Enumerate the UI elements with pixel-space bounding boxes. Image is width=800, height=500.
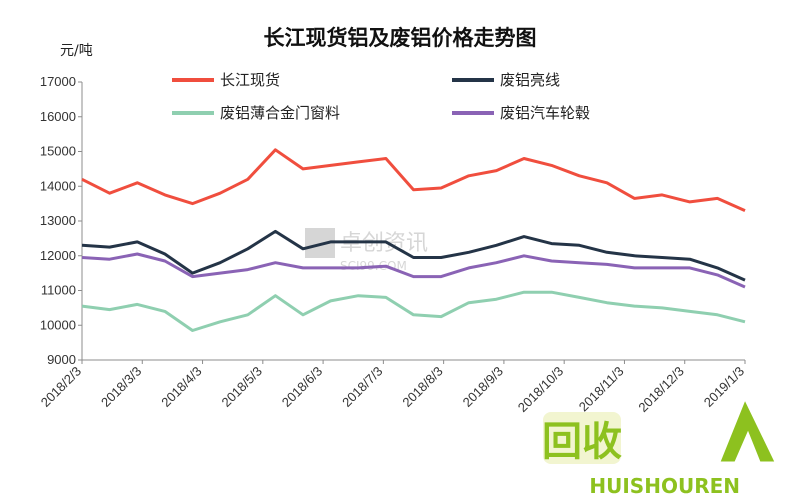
logo-flame-icon — [719, 398, 776, 463]
y-tick-label: 13000 — [40, 213, 76, 228]
legend-label: 废铝薄合金门窗料 — [220, 104, 340, 122]
x-tick-label: 2018/2/3 — [38, 364, 84, 410]
huishouren-logo: 回收 HUISHOUREN — [542, 398, 776, 498]
x-tick-label: 2018/10/3 — [515, 364, 567, 416]
x-tick-label: 2018/3/3 — [98, 364, 144, 410]
series-line-2 — [81, 229, 746, 282]
x-tick-label: 2018/8/3 — [399, 364, 445, 410]
y-tick-label: 16000 — [40, 109, 76, 124]
x-tick-label: 2018/4/3 — [158, 364, 204, 410]
x-tick-label: 2018/6/3 — [279, 364, 325, 410]
logo-cn-text: 回收 — [542, 419, 622, 465]
legend-label: 长江现货 — [220, 71, 280, 89]
series-line-3 — [81, 290, 746, 332]
logo-badge — [543, 412, 621, 464]
chart-series — [81, 148, 746, 332]
y-axis-unit: 元/吨 — [60, 43, 93, 59]
x-tick-label: 2018/7/3 — [339, 364, 385, 410]
series-line-4 — [81, 252, 746, 289]
series-line-1 — [81, 148, 746, 212]
x-tick-label: 2018/11/3 — [576, 364, 627, 415]
watermark-text: 卓创资讯 — [340, 231, 428, 256]
x-tick-label: 2019/1/3 — [701, 364, 747, 410]
chart-title: 长江现货铝及废铝价格走势图 — [264, 26, 537, 50]
legend-label: 废铝汽车轮毂 — [500, 104, 590, 122]
y-tick-label: 15000 — [40, 144, 76, 159]
y-tick-label: 11000 — [41, 283, 76, 298]
y-axis-ticks: 9000 10000 11000 12000 13000 14000 15000 16000 1… — [40, 74, 82, 367]
x-axis-ticks: 2018/2/3 2018/3/3 2018/4/3 2018/5/3 2018/6/3… — [38, 360, 747, 415]
x-tick-label: 2018/12/3 — [635, 364, 687, 416]
legend-label: 废铝亮线 — [500, 71, 560, 89]
x-tick-label: 2018/5/3 — [219, 364, 265, 410]
chart-axes — [81, 82, 745, 361]
y-tick-label: 10000 — [40, 317, 76, 332]
x-tick-label: 2018/9/3 — [460, 364, 506, 410]
logo-en-text: HUISHOUREN — [589, 474, 740, 498]
y-tick-label: 14000 — [40, 178, 76, 193]
y-tick-label: 9000 — [47, 352, 76, 367]
y-tick-label: 12000 — [40, 248, 76, 263]
y-tick-label: 17000 — [40, 74, 76, 89]
